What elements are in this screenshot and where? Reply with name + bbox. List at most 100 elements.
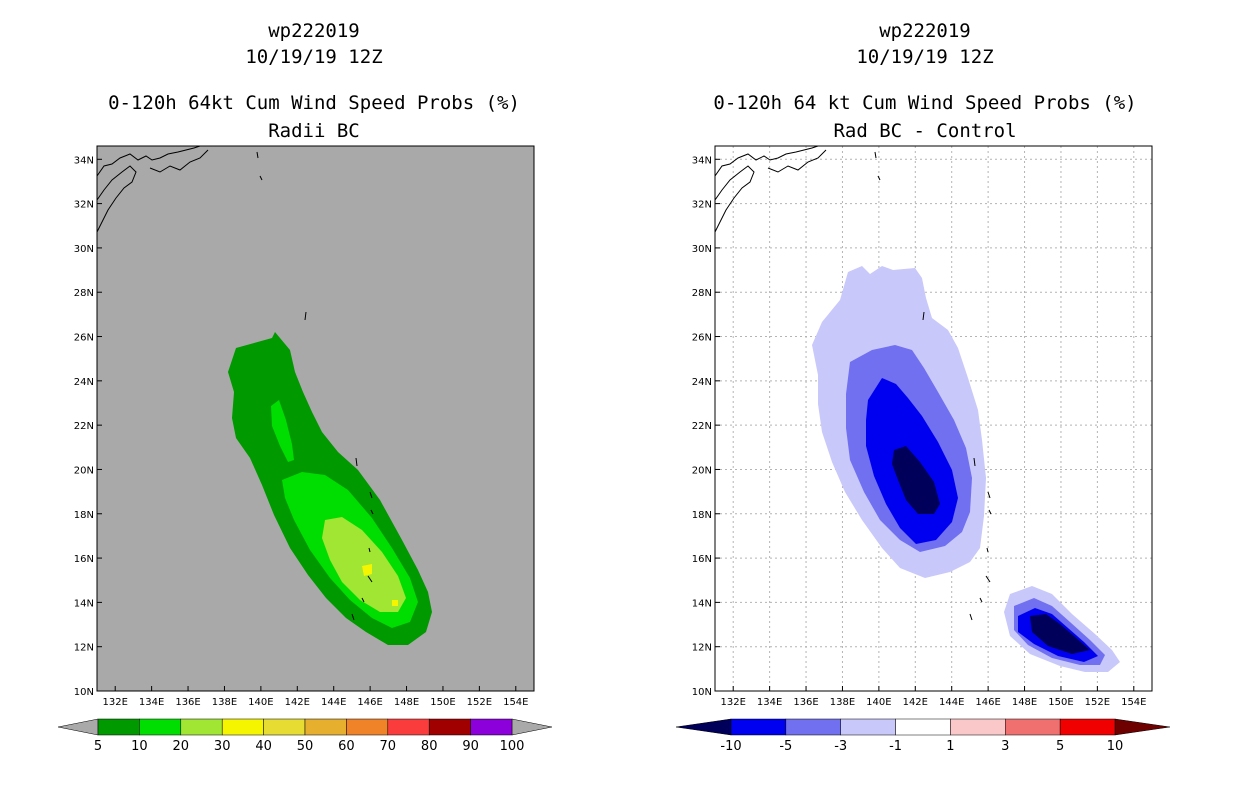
right-lat-tick-label: 28N bbox=[692, 288, 712, 299]
left-contour-10pct-north bbox=[271, 400, 294, 462]
right-colorbar-swatch bbox=[785, 718, 841, 736]
right-colorbar-label: -10 bbox=[720, 739, 741, 754]
right-lat-tick-label: 14N bbox=[692, 598, 712, 609]
left-title-line-2: 10/19/19 12Z bbox=[245, 46, 383, 68]
left-colorbar-swatch bbox=[387, 718, 430, 736]
left-colorbar-swatch bbox=[470, 718, 513, 736]
left-colorbar-swatch bbox=[139, 718, 182, 736]
right-lon-tick-label: 144E bbox=[939, 697, 964, 708]
left-colorbar-left-arrow bbox=[57, 718, 99, 736]
right-lat-tick-label: 26N bbox=[692, 333, 712, 344]
right-lon-tick-label: 138E bbox=[830, 697, 855, 708]
left-lat-ticks: 10N 12N 14N 16N 18N 20N 22N 24N 26N 28N 30N 32N 34N bbox=[74, 155, 102, 698]
left-lon-ticks: 132E 134E 136E 138E 140E 142E 144E 146E 148E 150E… bbox=[103, 686, 528, 708]
right-colorbar-swatch bbox=[1059, 718, 1116, 736]
left-colorbar-swatch bbox=[180, 718, 223, 736]
right-colorbar-label: -1 bbox=[889, 739, 902, 754]
right-title-line-4: Rad BC - Control bbox=[833, 120, 1017, 142]
right-colorbar-label: 3 bbox=[1001, 739, 1009, 754]
left-lon-tick-label: 132E bbox=[103, 697, 128, 708]
left-lat-tick-label: 24N bbox=[74, 377, 94, 388]
left-colorbar-swatch bbox=[428, 718, 471, 736]
left-colorbar-label: 30 bbox=[214, 739, 231, 754]
left-lat-tick-label: 18N bbox=[74, 510, 94, 521]
right-colorbar-label: 10 bbox=[1107, 739, 1124, 754]
left-lat-tick-label: 20N bbox=[74, 465, 94, 476]
left-colorbar-label: 50 bbox=[297, 739, 314, 754]
right-colorbar-label: -3 bbox=[834, 739, 847, 754]
right-lat-tick-label: 32N bbox=[692, 200, 712, 211]
left-map-frame bbox=[96, 145, 535, 692]
left-colorbar-label: 70 bbox=[380, 739, 397, 754]
left-lon-tick-label: 136E bbox=[175, 697, 200, 708]
right-colorbar-swatch bbox=[895, 718, 951, 736]
right-lon-ticks: 132E 134E 136E 138E 140E 142E 144E 146E 148E 150E… bbox=[721, 686, 1146, 708]
left-lat-tick-label: 12N bbox=[74, 643, 94, 654]
right-lat-tick-label: 10N bbox=[692, 687, 712, 698]
right-colorbar-swatch bbox=[1005, 718, 1061, 736]
left-colorbar-label: 20 bbox=[173, 739, 190, 754]
left-title-line-1: wp222019 bbox=[268, 20, 360, 42]
left-lon-tick-label: 146E bbox=[357, 697, 382, 708]
left-lon-tick-label: 134E bbox=[139, 697, 164, 708]
left-lat-tick-label: 10N bbox=[74, 687, 94, 698]
right-lon-tick-label: 136E bbox=[793, 697, 818, 708]
right-colorbar: -10 -5 -3 -1 1 3 5 10 bbox=[675, 718, 1171, 754]
left-contour-30pct bbox=[362, 564, 372, 576]
left-lon-tick-label: 152E bbox=[467, 697, 492, 708]
right-colorbar-right-arrow bbox=[1114, 718, 1171, 736]
left-colorbar-swatch bbox=[263, 718, 306, 736]
left-colorbar-label: 40 bbox=[255, 739, 272, 754]
left-title-line-4: Radii BC bbox=[268, 120, 360, 142]
right-colorbar-swatch bbox=[840, 718, 896, 736]
left-colorbar: 5 10 20 30 40 50 60 70 80 90 100 bbox=[57, 718, 553, 754]
right-lon-tick-label: 146E bbox=[975, 697, 1000, 708]
left-colorbar-swatch bbox=[97, 718, 140, 736]
right-lon-tick-label: 152E bbox=[1085, 697, 1110, 708]
right-colorbar-label: 1 bbox=[946, 739, 954, 754]
left-coastlines bbox=[97, 146, 374, 621]
left-lon-tick-label: 148E bbox=[394, 697, 419, 708]
right-colorbar-label: -5 bbox=[779, 739, 792, 754]
right-lon-tick-label: 132E bbox=[721, 697, 746, 708]
left-lat-tick-label: 22N bbox=[74, 421, 94, 432]
left-colorbar-label: 10 bbox=[131, 739, 148, 754]
left-contour-20pct bbox=[322, 517, 406, 612]
right-lat-tick-label: 12N bbox=[692, 643, 712, 654]
right-lat-ticks: 10N 12N 14N 16N 18N 20N 22N 24N 26N 28N 30N 32N 34N bbox=[692, 155, 720, 698]
left-colorbar-label: 5 bbox=[94, 739, 102, 754]
left-lat-tick-label: 30N bbox=[74, 244, 94, 255]
right-coastlines bbox=[715, 146, 992, 621]
left-map-panel: 132E 134E 136E 138E 140E 142E 144E 146E 148E 150E… bbox=[74, 145, 535, 708]
right-lat-tick-label: 20N bbox=[692, 465, 712, 476]
right-lon-tick-label: 148E bbox=[1012, 697, 1037, 708]
left-lon-tick-label: 142E bbox=[285, 697, 310, 708]
left-contour-30pct-east bbox=[392, 600, 398, 606]
right-lat-tick-label: 22N bbox=[692, 421, 712, 432]
right-title-line-3: 0-120h 64 kt Cum Wind Speed Probs (%) bbox=[713, 92, 1137, 114]
right-lon-tick-label: 140E bbox=[866, 697, 891, 708]
left-probability-contours bbox=[228, 332, 432, 645]
right-lon-tick-label: 154E bbox=[1121, 697, 1146, 708]
left-lon-tick-label: 144E bbox=[321, 697, 346, 708]
right-colorbar-label: 5 bbox=[1056, 739, 1064, 754]
right-lon-tick-label: 150E bbox=[1048, 697, 1073, 708]
right-contour-minus10-south bbox=[1030, 614, 1090, 654]
right-map-panel: 132E 134E 136E 138E 140E 142E 144E 146E 148E 150E… bbox=[692, 145, 1153, 708]
left-lat-tick-label: 14N bbox=[74, 598, 94, 609]
left-lon-tick-label: 150E bbox=[430, 697, 455, 708]
left-lat-tick-label: 32N bbox=[74, 200, 94, 211]
left-title-line-3: 0-120h 64kt Cum Wind Speed Probs (%) bbox=[108, 92, 520, 114]
left-colorbar-swatch bbox=[346, 718, 389, 736]
right-title-line-1: wp222019 bbox=[879, 20, 971, 42]
left-colorbar-label: 80 bbox=[421, 739, 438, 754]
right-lat-tick-label: 18N bbox=[692, 510, 712, 521]
left-colorbar-swatch bbox=[304, 718, 347, 736]
left-colorbar-label: 90 bbox=[462, 739, 479, 754]
right-map-frame bbox=[714, 145, 1153, 692]
left-lon-tick-label: 154E bbox=[503, 697, 528, 708]
right-colorbar-left-arrow bbox=[675, 718, 732, 736]
left-lat-tick-label: 34N bbox=[74, 155, 94, 166]
right-lon-tick-label: 142E bbox=[903, 697, 928, 708]
